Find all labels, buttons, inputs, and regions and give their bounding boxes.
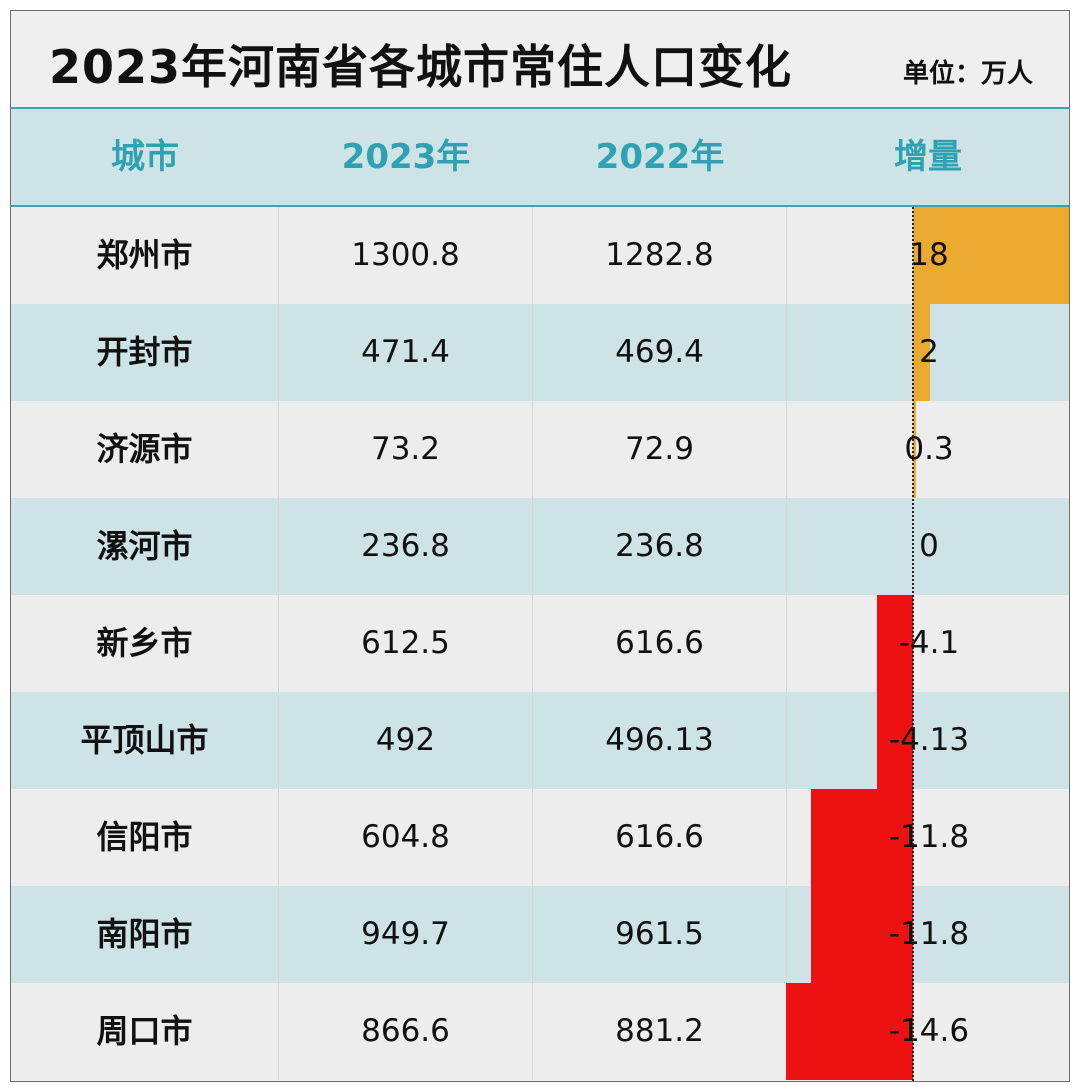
table-row: 信阳市 604.8 616.6 -11.8 bbox=[11, 789, 1069, 886]
cell-2022: 961.5 bbox=[533, 886, 787, 983]
table-row: 开封市 471.4 469.4 2 bbox=[11, 304, 1069, 401]
increase-bar-negative bbox=[786, 983, 913, 1080]
cell-2022: 469.4 bbox=[533, 304, 787, 401]
cell-city: 新乡市 bbox=[11, 595, 279, 692]
cell-city: 济源市 bbox=[11, 401, 279, 498]
cell-city: 郑州市 bbox=[11, 207, 279, 304]
cell-2023: 1300.8 bbox=[279, 207, 533, 304]
table-row: 新乡市 612.5 616.6 -4.1 bbox=[11, 595, 1069, 692]
increase-bar-positive bbox=[913, 304, 931, 401]
increase-bar-positive bbox=[913, 401, 916, 498]
cell-2022: 616.6 bbox=[533, 595, 787, 692]
cell-2022: 881.2 bbox=[533, 983, 787, 1080]
cell-2022: 236.8 bbox=[533, 498, 787, 595]
table-row: 漯河市 236.8 236.8 0 bbox=[11, 498, 1069, 595]
table-header: 城市 2023年 2022年 增量 bbox=[11, 107, 1069, 207]
cell-2023: 73.2 bbox=[279, 401, 533, 498]
table-body: 郑州市 1300.8 1282.8 18 开封市 471.4 469.4 2 济源市 73.2 72… bbox=[11, 207, 1069, 1081]
chart-frame: 2023年河南省各城市常住人口变化 单位：万人 城市 2023年 2022年 增… bbox=[10, 10, 1070, 1082]
cell-2022: 616.6 bbox=[533, 789, 787, 886]
cell-city: 漯河市 bbox=[11, 498, 279, 595]
cell-city: 南阳市 bbox=[11, 886, 279, 983]
increase-bar-negative bbox=[877, 692, 913, 789]
table-row: 郑州市 1300.8 1282.8 18 bbox=[11, 207, 1069, 304]
title-bar: 2023年河南省各城市常住人口变化 单位：万人 bbox=[11, 11, 1069, 107]
cell-2023: 236.8 bbox=[279, 498, 533, 595]
increase-data-label: 2 bbox=[919, 334, 939, 370]
header-city: 城市 bbox=[111, 137, 179, 177]
cell-2023: 492 bbox=[279, 692, 533, 789]
increase-data-label: 0.3 bbox=[904, 431, 954, 467]
table-row: 周口市 866.6 881.2 -14.6 bbox=[11, 983, 1069, 1080]
increase-data-label: 18 bbox=[909, 237, 949, 273]
increase-bar-negative bbox=[877, 595, 913, 692]
table-row: 平顶山市 492 496.13 -4.13 bbox=[11, 692, 1069, 789]
increase-bar-negative bbox=[810, 789, 913, 886]
increase-data-label: -4.1 bbox=[898, 625, 960, 661]
cell-2022: 1282.8 bbox=[533, 207, 787, 304]
cell-2022: 496.13 bbox=[533, 692, 787, 789]
header-2023: 2023年 bbox=[341, 137, 471, 177]
cell-city: 信阳市 bbox=[11, 789, 279, 886]
cell-2023: 604.8 bbox=[279, 789, 533, 886]
table-row: 南阳市 949.7 961.5 -11.8 bbox=[11, 886, 1069, 983]
cell-city: 平顶山市 bbox=[11, 692, 279, 789]
increase-data-label: -11.8 bbox=[888, 916, 970, 952]
cell-city: 周口市 bbox=[11, 983, 279, 1080]
chart-title: 2023年河南省各城市常住人口变化 bbox=[49, 40, 793, 94]
increase-data-label: 0 bbox=[919, 528, 939, 564]
increase-data-label: -4.13 bbox=[888, 722, 970, 758]
increase-bar-negative bbox=[810, 886, 913, 983]
increase-bar-positive bbox=[913, 207, 1069, 304]
cell-2023: 612.5 bbox=[279, 595, 533, 692]
cell-2023: 949.7 bbox=[279, 886, 533, 983]
header-2022: 2022年 bbox=[595, 137, 725, 177]
increase-data-label: -14.6 bbox=[888, 1013, 970, 1049]
cell-city: 开封市 bbox=[11, 304, 279, 401]
zero-axis-line bbox=[912, 207, 914, 1081]
unit-label: 单位：万人 bbox=[902, 59, 1033, 89]
cell-2023: 866.6 bbox=[279, 983, 533, 1080]
increase-data-label: -11.8 bbox=[888, 819, 970, 855]
cell-2023: 471.4 bbox=[279, 304, 533, 401]
header-increase: 增量 bbox=[894, 137, 962, 177]
table-row: 济源市 73.2 72.9 0.3 bbox=[11, 401, 1069, 498]
cell-2022: 72.9 bbox=[533, 401, 787, 498]
